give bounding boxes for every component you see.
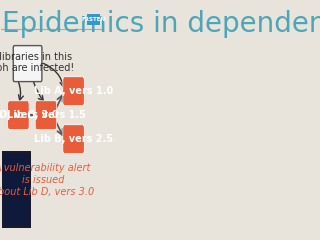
FancyBboxPatch shape [63, 77, 84, 106]
Text: All libraries in this
graph are infected!: All libraries in this graph are infected… [0, 52, 75, 73]
Text: Lib D, vers 3.0: Lib D, vers 3.0 [0, 110, 58, 120]
FancyBboxPatch shape [3, 154, 30, 226]
FancyBboxPatch shape [2, 151, 31, 228]
FancyBboxPatch shape [35, 101, 57, 130]
Text: Epidemics in dependency graphs: Epidemics in dependency graphs [2, 10, 320, 38]
Text: Lib A, vers 1.0: Lib A, vers 1.0 [34, 86, 113, 96]
FancyBboxPatch shape [87, 14, 100, 25]
Text: Lib B, vers 2.5: Lib B, vers 2.5 [34, 134, 113, 144]
Text: Lib C, vers 1.5: Lib C, vers 1.5 [6, 110, 85, 120]
Text: A vulnerability alert
is issued
about Lib D, vers 3.0: A vulnerability alert is issued about Li… [0, 163, 94, 197]
FancyBboxPatch shape [8, 101, 29, 130]
FancyBboxPatch shape [63, 125, 84, 154]
FancyBboxPatch shape [13, 46, 42, 82]
Text: FRSTEN: FRSTEN [81, 17, 106, 22]
